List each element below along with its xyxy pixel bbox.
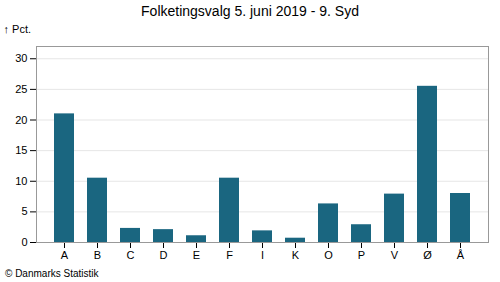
svg-text:15: 15 bbox=[15, 144, 27, 156]
svg-text:D: D bbox=[160, 249, 168, 261]
svg-text:↑ Pct.: ↑ Pct. bbox=[4, 23, 32, 35]
svg-text:V: V bbox=[391, 249, 399, 261]
svg-text:10: 10 bbox=[15, 175, 27, 187]
svg-text:B: B bbox=[94, 249, 101, 261]
svg-text:Å: Å bbox=[457, 249, 465, 261]
svg-text:30: 30 bbox=[15, 52, 27, 64]
html-text:Folketingsvalg 5. juni 2019 -: Folketingsvalg 5. juni 2019 - 9. Syd bbox=[141, 3, 359, 19]
svg-text:E: E bbox=[193, 249, 200, 261]
svg-text:F: F bbox=[226, 249, 233, 261]
svg-text:A: A bbox=[61, 249, 69, 261]
svg-text:20: 20 bbox=[15, 114, 27, 126]
svg-text:5: 5 bbox=[21, 205, 27, 217]
html-text:© Danmarks Statistik: © Danmarks Statistik bbox=[5, 268, 99, 279]
svg-text:P: P bbox=[358, 249, 365, 261]
svg-text:0: 0 bbox=[21, 236, 27, 248]
svg-text:C: C bbox=[127, 249, 135, 261]
svg-text:Ø: Ø bbox=[423, 249, 432, 261]
svg-text:25: 25 bbox=[15, 83, 27, 95]
svg-text:I: I bbox=[261, 249, 264, 261]
svg-text:K: K bbox=[292, 249, 300, 261]
svg-text:O: O bbox=[324, 249, 333, 261]
